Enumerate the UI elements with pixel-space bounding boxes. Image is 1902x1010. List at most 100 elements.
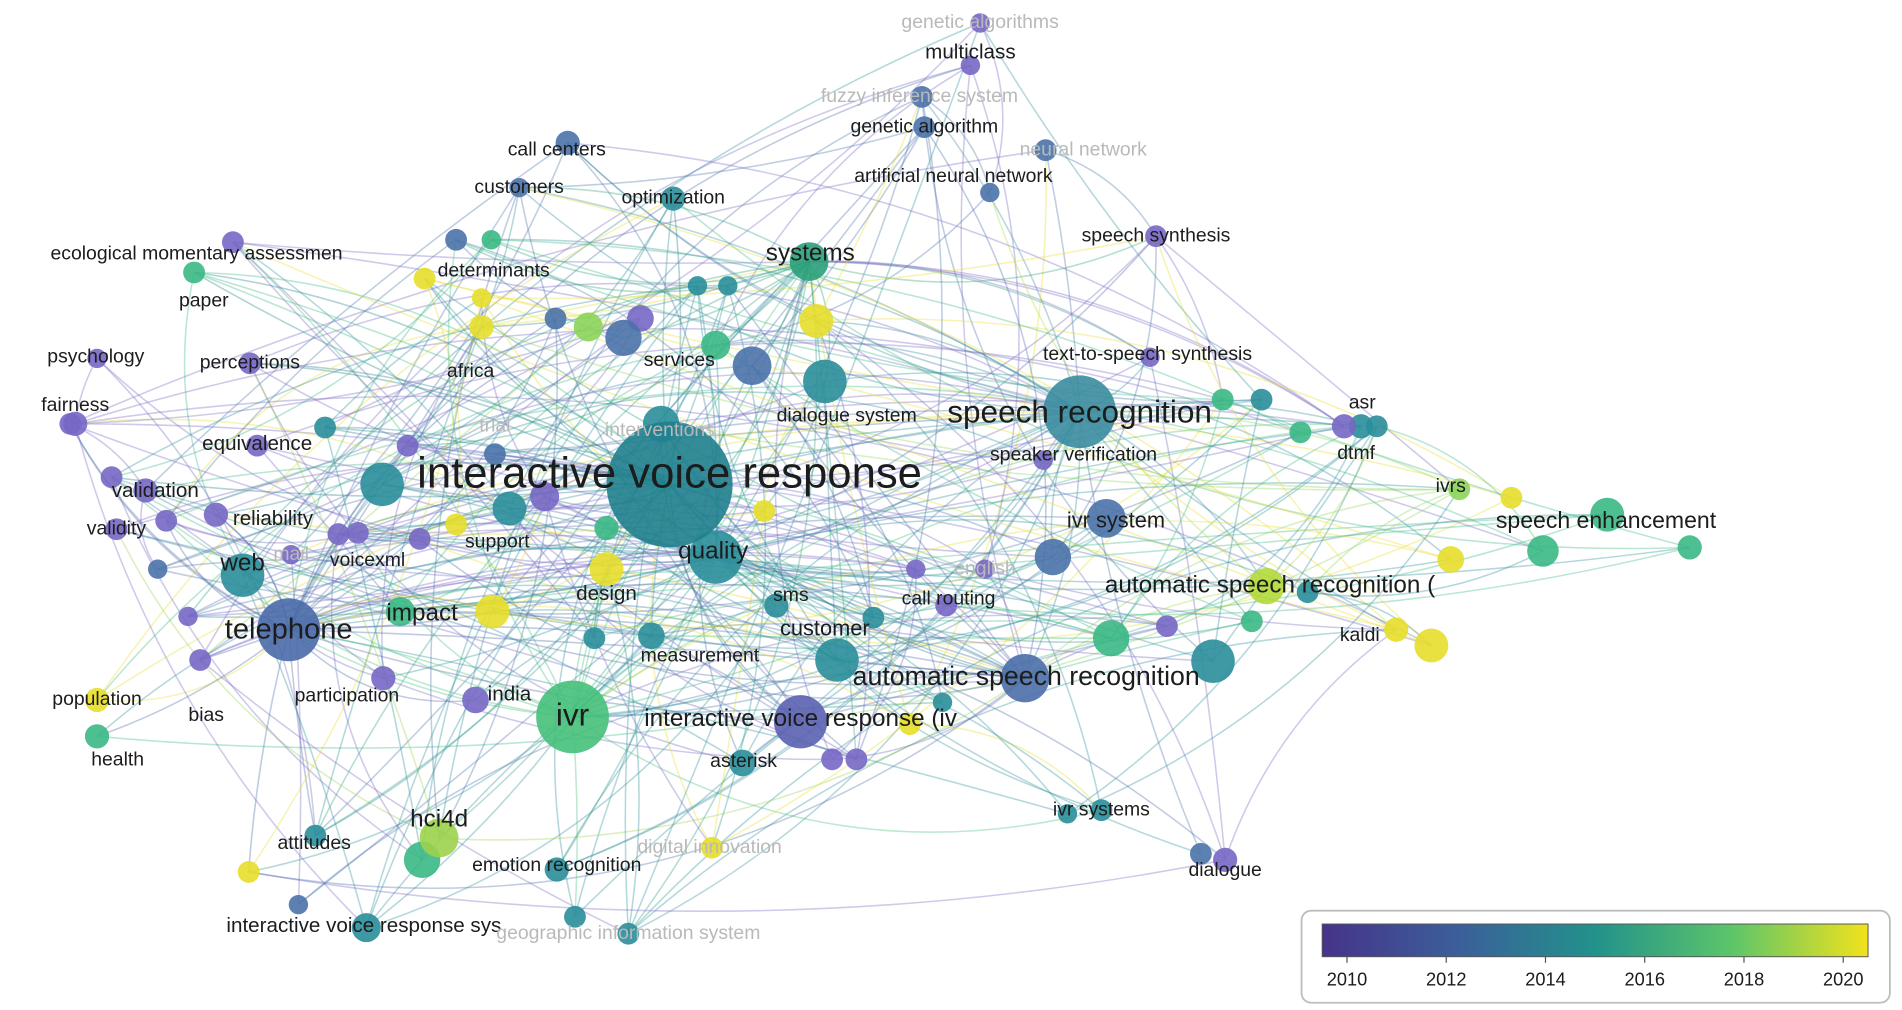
edge: [1166, 425, 1362, 627]
edge: [567, 142, 1345, 427]
edge: [518, 187, 1262, 413]
node: [1527, 535, 1559, 567]
edge: [715, 556, 1069, 815]
node: [1296, 581, 1319, 604]
edge: [556, 411, 1081, 871]
edge: [921, 96, 1214, 662]
node-label: speech enhancement: [1496, 507, 1717, 533]
edge: [491, 238, 1301, 434]
node: [536, 680, 609, 754]
edge: [407, 444, 1432, 647]
edge: [232, 241, 857, 760]
edge: [297, 556, 717, 906]
edge: [816, 320, 1081, 413]
node: [1189, 842, 1212, 865]
node-label: ivr systems: [1053, 798, 1150, 820]
node: [1437, 546, 1465, 573]
edge: [815, 320, 1103, 811]
edge: [75, 423, 670, 486]
edge: [715, 425, 1362, 558]
node: [970, 13, 990, 33]
edge: [365, 285, 699, 928]
node-label: optimization: [621, 187, 724, 209]
edge: [287, 64, 971, 631]
edge: [297, 671, 1026, 906]
edge: [288, 628, 1068, 815]
node: [906, 559, 926, 579]
edge: [543, 496, 713, 849]
node: [371, 666, 396, 691]
node: [1289, 421, 1312, 444]
edge: [715, 556, 1054, 587]
node-label: india: [488, 683, 532, 706]
edge: [836, 425, 1378, 661]
node: [932, 692, 953, 713]
edge: [199, 659, 629, 935]
node-label: interventions: [605, 419, 715, 441]
node-label: dtmf: [1337, 442, 1375, 464]
node-label: text-to-speech synthesis: [1043, 343, 1252, 365]
edge: [314, 326, 483, 836]
edge: [751, 365, 944, 703]
edge: [809, 260, 1345, 427]
node-label: customers: [474, 176, 563, 198]
edge: [492, 609, 1102, 811]
edge: [946, 546, 1690, 616]
node-label: psychology: [47, 345, 144, 367]
node: [1034, 538, 1072, 576]
edge: [365, 716, 574, 929]
tick-label: 2016: [1624, 970, 1664, 990]
edge: [287, 239, 492, 630]
node-label: bias: [188, 704, 224, 726]
edge: [809, 260, 1151, 358]
edge: [455, 239, 810, 293]
edge: [75, 418, 607, 570]
edge: [357, 507, 510, 534]
edge: [381, 391, 1044, 486]
edge: [1265, 426, 1378, 587]
edge: [324, 427, 423, 860]
node: [314, 416, 337, 439]
node-label: reliability: [233, 507, 314, 530]
edge: [567, 142, 1262, 403]
edge: [909, 150, 1047, 725]
edge: [165, 411, 1080, 579]
edge: [193, 271, 670, 486]
node-label: services: [644, 349, 715, 371]
node: [753, 500, 776, 522]
node: [638, 622, 665, 650]
edge: [357, 380, 826, 534]
node-label: hci4d: [410, 805, 468, 832]
node: [1331, 414, 1357, 439]
node-label: determinants: [438, 259, 550, 281]
node: [1211, 388, 1234, 411]
node: [688, 530, 743, 584]
edge: [1149, 357, 1226, 860]
node: [133, 478, 158, 503]
edge: [288, 603, 911, 725]
edge: [157, 431, 1301, 615]
edge: [248, 635, 652, 873]
edge: [572, 517, 1107, 718]
edge: [288, 235, 1157, 631]
node-label: support: [465, 531, 530, 553]
edge: [116, 528, 652, 637]
edge: [187, 425, 1345, 618]
edge: [627, 628, 1397, 935]
edge: [572, 614, 1168, 718]
node-label: validation: [112, 479, 199, 502]
edge: [572, 423, 1377, 718]
edge: [1307, 488, 1460, 593]
edge: [330, 533, 423, 861]
node-label: call routing: [902, 588, 996, 610]
edge: [711, 510, 765, 848]
edge: [1155, 235, 1460, 490]
edge: [809, 260, 1151, 358]
edge: [193, 271, 671, 486]
edge: [572, 425, 1345, 718]
edge: [727, 285, 1026, 679]
node-label: systems: [766, 240, 855, 267]
node: [718, 276, 738, 296]
edge: [256, 445, 401, 613]
edge: [1067, 425, 1378, 815]
